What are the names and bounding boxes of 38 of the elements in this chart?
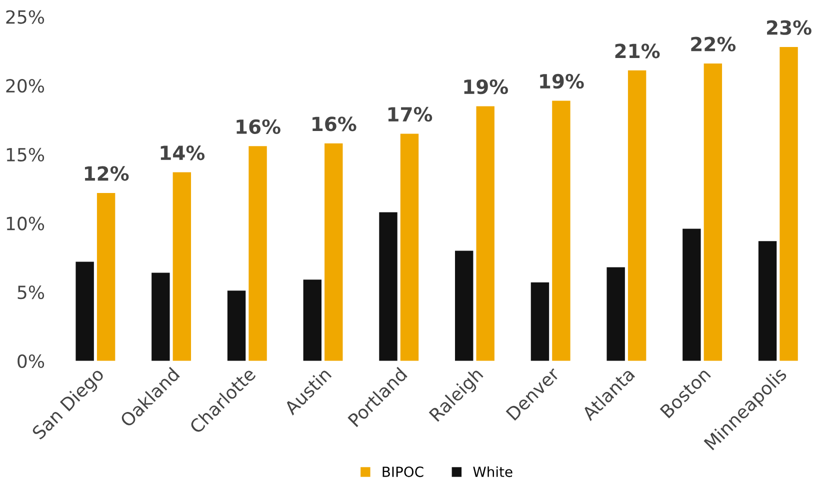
bar: [682, 228, 701, 361]
y-tick-label: 10%: [6, 216, 44, 230]
data-label: 21%: [615, 44, 660, 58]
legend-label: White: [473, 466, 512, 478]
y-tick-label: 25%: [6, 10, 44, 24]
bar: [780, 47, 798, 361]
bar: [172, 172, 192, 361]
bar: [606, 267, 625, 361]
y-tick-label: 15%: [6, 148, 44, 162]
bar: [76, 262, 94, 361]
bar: [324, 143, 343, 361]
data-label: 14%: [160, 145, 205, 160]
data-label: 16%: [312, 116, 356, 132]
bar: [248, 146, 267, 361]
data-label: 19%: [464, 79, 508, 94]
y-tick-label: 20%: [6, 79, 44, 93]
bar: [303, 280, 322, 361]
legend-label: BIPOC: [382, 466, 424, 478]
data-label: 16%: [236, 119, 280, 134]
bar: [152, 272, 170, 361]
bar: [227, 290, 246, 361]
bar: [476, 106, 494, 361]
bar: [400, 134, 419, 361]
bar: [758, 241, 777, 361]
data-label: 19%: [540, 74, 584, 89]
bar: [379, 212, 398, 361]
y-tick-label: 0%: [18, 354, 44, 368]
data-label: 17%: [388, 106, 432, 122]
bar: [704, 64, 722, 361]
data-label: 12%: [84, 166, 129, 181]
bar: [530, 282, 550, 361]
bar: [455, 250, 474, 361]
data-label: 23%: [767, 20, 812, 35]
data-label: 22%: [691, 36, 736, 52]
y-tick-label: 5%: [18, 286, 44, 300]
bar: [96, 192, 116, 361]
bar: [628, 70, 646, 361]
bar: [552, 100, 570, 361]
